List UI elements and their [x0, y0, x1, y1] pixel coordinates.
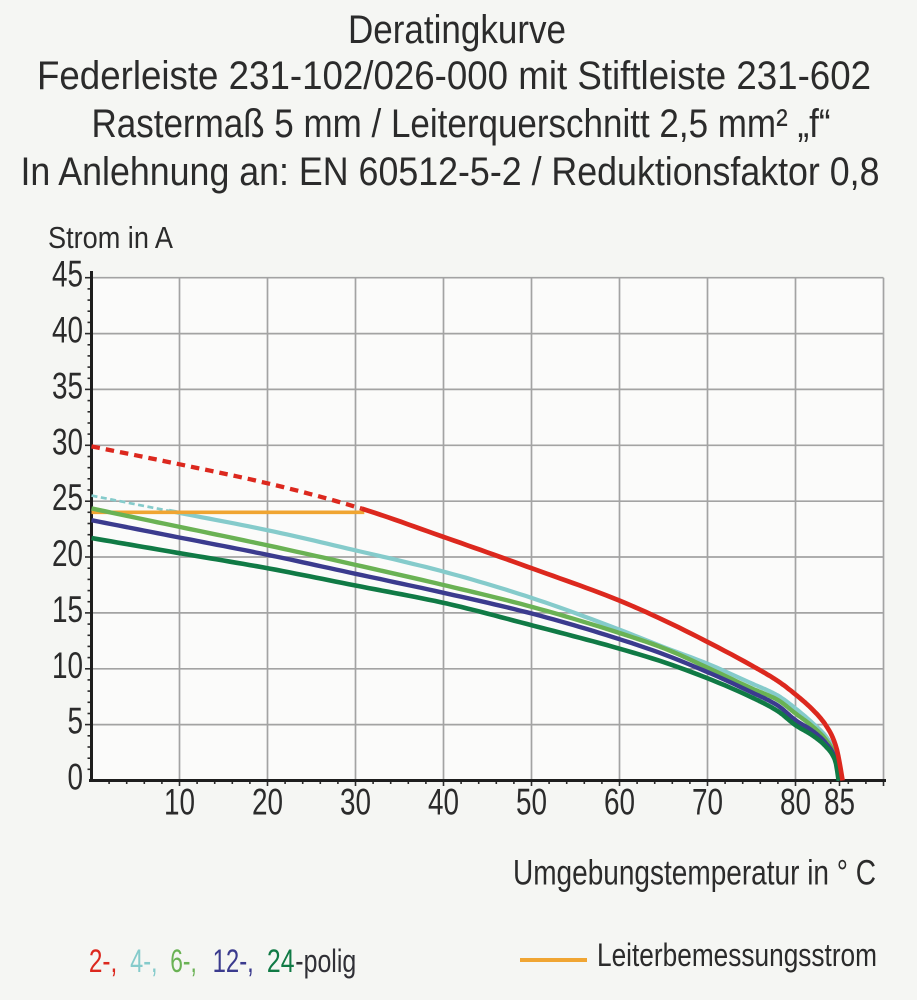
svg-text:20: 20	[52, 533, 83, 574]
svg-text:24: 24	[267, 943, 295, 979]
svg-text:In Anlehnung an: EN 60512-5-2: In Anlehnung an: EN 60512-5-2 / Reduktio…	[21, 150, 880, 194]
svg-text:10: 10	[164, 782, 195, 823]
svg-text:30: 30	[340, 782, 371, 823]
svg-text:50: 50	[516, 782, 547, 823]
svg-text:40: 40	[52, 310, 83, 351]
svg-text:Umgebungstemperatur in ° C: Umgebungstemperatur in ° C	[513, 854, 876, 893]
svg-text:60: 60	[604, 782, 635, 823]
svg-text:6-,: 6-,	[170, 943, 197, 979]
svg-text:Leiterbemessungsstrom: Leiterbemessungsstrom	[597, 937, 877, 973]
svg-text:2-,: 2-,	[89, 943, 117, 979]
svg-text:10: 10	[52, 645, 83, 686]
svg-text:Federleiste 231-102/026-000 mi: Federleiste 231-102/026-000 mit Stiftlei…	[37, 54, 871, 98]
svg-text:0: 0	[68, 757, 84, 798]
svg-text:-polig: -polig	[295, 943, 356, 979]
svg-text:12-,: 12-,	[213, 943, 254, 979]
svg-text:Strom in A: Strom in A	[48, 220, 173, 255]
svg-text:20: 20	[252, 782, 283, 823]
svg-text:15: 15	[52, 589, 83, 630]
svg-text:45: 45	[52, 254, 83, 295]
svg-text:80: 80	[780, 782, 811, 823]
svg-text:30: 30	[52, 421, 83, 462]
svg-text:35: 35	[52, 365, 83, 406]
svg-text:4-,: 4-,	[130, 943, 158, 979]
svg-text:40: 40	[428, 782, 459, 823]
svg-text:Rastermaß 5 mm / Leiterquersch: Rastermaß 5 mm / Leiterquerschnitt 2,5 m…	[92, 102, 831, 146]
svg-text:5: 5	[68, 701, 84, 742]
svg-text:70: 70	[692, 782, 723, 823]
svg-text:Deratingkurve: Deratingkurve	[348, 8, 566, 52]
svg-text:85: 85	[824, 782, 855, 823]
svg-text:25: 25	[52, 477, 83, 518]
